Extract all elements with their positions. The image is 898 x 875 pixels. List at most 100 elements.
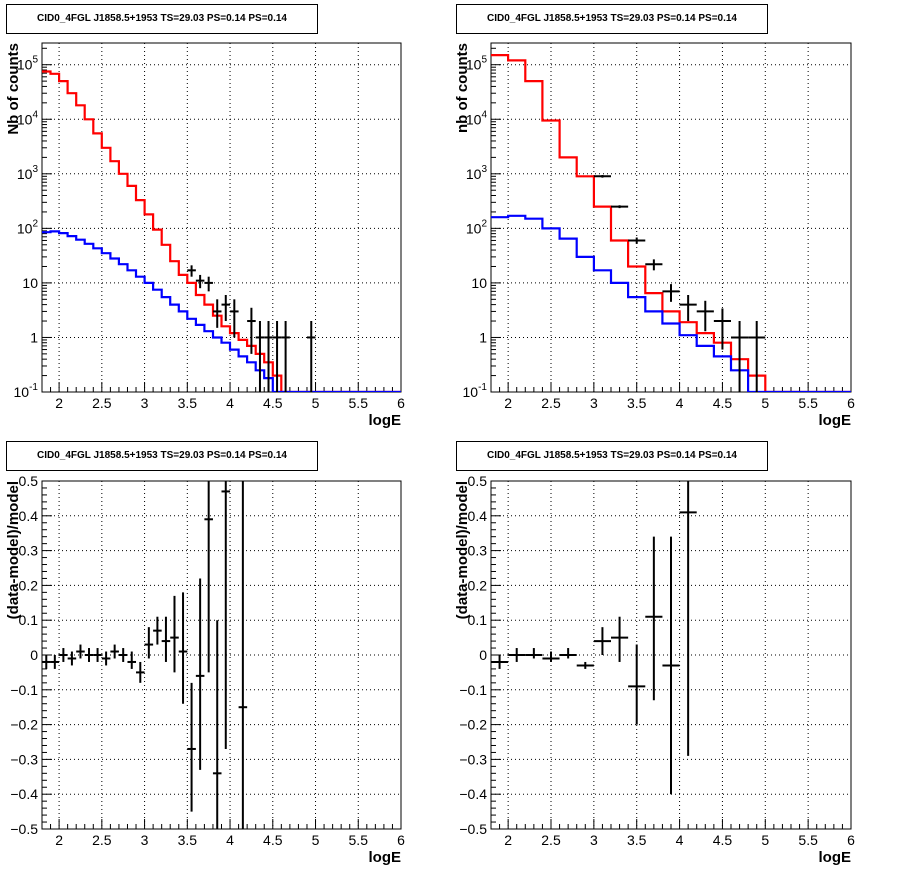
residual-point xyxy=(118,648,128,662)
data-point xyxy=(645,259,663,271)
residual-point xyxy=(508,648,526,662)
residual-point xyxy=(178,592,188,704)
data-point xyxy=(255,321,265,392)
x-tick-label: 4.5 xyxy=(713,832,733,848)
x-tick-label: 4.5 xyxy=(263,832,283,848)
x-tick-label: 2.5 xyxy=(92,832,112,848)
x-tick-label: 5 xyxy=(761,395,769,411)
residual-point xyxy=(204,481,213,673)
residual-point xyxy=(576,661,594,669)
x-tick-label: 2.5 xyxy=(92,395,112,411)
data-point xyxy=(696,300,714,332)
model-background-line xyxy=(491,214,851,392)
data-point xyxy=(731,321,749,392)
data-point xyxy=(264,321,273,392)
x-tick-label: 5 xyxy=(761,832,769,848)
x-tick-label: 3 xyxy=(141,395,149,411)
x-tick-label: 5.5 xyxy=(349,395,369,411)
residual-point xyxy=(559,648,577,659)
residual-point xyxy=(84,648,94,662)
y-tick-label: 0.1 xyxy=(468,612,488,628)
x-tick-label: 3.5 xyxy=(627,395,647,411)
model-total-line xyxy=(42,70,401,392)
x-tick-label: 3 xyxy=(141,832,149,848)
residual-point xyxy=(67,651,77,666)
panel-title-bottom-left: CID0_4FGL J1858.5+1953 TS=29.03 PS=0.14 … xyxy=(6,441,318,471)
data-point xyxy=(611,205,629,209)
y-tick-label: −0.3 xyxy=(459,751,487,767)
y-tick-label: 10 xyxy=(22,275,38,291)
residual-point xyxy=(136,661,145,683)
residual-point xyxy=(628,644,646,725)
x-tick-label: 6 xyxy=(847,832,855,848)
residual-point xyxy=(144,627,154,659)
x-tick-label: 3.5 xyxy=(178,395,198,411)
x-tick-label: 5 xyxy=(312,832,320,848)
y-tick-label: 1 xyxy=(30,329,38,345)
x-tick-label: 2 xyxy=(504,832,512,848)
model-background-line xyxy=(42,230,401,392)
y-axis-title: (data-model)/model xyxy=(5,481,22,619)
chart-panel-4: 2 2.5 3 3.5 4 4.5 5 5.5 6 −0.5 −0.4 −0.3 −0.2 −0.1 0 0.… xyxy=(454,473,855,866)
residual-point xyxy=(212,620,222,829)
data-point xyxy=(679,295,697,322)
residual-point xyxy=(645,536,663,701)
y-axis-title: Nb of counts xyxy=(5,43,22,135)
chart-panel-2: 2 2.5 3 3.5 4 4.5 5 5.5 610-1110102103104105logE… xyxy=(454,42,855,429)
residual-point xyxy=(50,655,60,669)
x-axis-title: logE xyxy=(369,412,402,429)
x-tick-label: 5.5 xyxy=(349,832,369,848)
y-tick-label: −0.4 xyxy=(459,786,487,802)
x-tick-label: 4 xyxy=(226,832,234,848)
x-tick-label: 4 xyxy=(676,395,684,411)
residual-point xyxy=(127,651,137,669)
data-point xyxy=(212,299,222,328)
y-tick-label: 0.5 xyxy=(19,473,39,489)
y-tick-label: 103 xyxy=(17,164,39,182)
data-point xyxy=(272,321,282,392)
x-tick-label: 2.5 xyxy=(541,395,561,411)
y-tick-label: −0.2 xyxy=(10,717,38,733)
residual-point xyxy=(662,536,680,795)
residual-point xyxy=(170,595,179,673)
y-axis-title: nb of counts xyxy=(454,43,471,133)
x-tick-label: 6 xyxy=(847,395,855,411)
x-axis-title: logE xyxy=(369,849,402,866)
residual-point xyxy=(59,648,68,662)
data-point xyxy=(281,321,290,392)
data-point xyxy=(247,307,256,354)
x-tick-label: 5 xyxy=(312,395,320,411)
residual-point xyxy=(679,481,697,756)
y-tick-label: −0.3 xyxy=(10,751,38,767)
y-tick-label: 0.5 xyxy=(468,473,488,489)
y-tick-label: −0.4 xyxy=(10,786,38,802)
data-point xyxy=(748,321,766,392)
y-axis-title: (data-model)/model xyxy=(454,481,471,619)
x-tick-label: 3.5 xyxy=(627,832,647,848)
residual-point xyxy=(153,616,162,645)
y-tick-label: 1 xyxy=(479,329,487,345)
plot-area xyxy=(42,481,248,829)
plot-area xyxy=(42,70,401,392)
data-point xyxy=(230,299,239,338)
panel-title-bottom-right: CID0_4FGL J1858.5+1953 TS=29.03 PS=0.14 … xyxy=(456,441,768,471)
y-tick-label: 102 xyxy=(17,218,39,236)
data-point xyxy=(221,295,231,322)
residual-point xyxy=(93,648,102,662)
y-tick-label: 0.1 xyxy=(19,612,39,628)
y-tick-label: 0.4 xyxy=(468,508,488,524)
x-axis-title: logE xyxy=(819,849,852,866)
y-tick-label: 0 xyxy=(479,647,487,663)
x-tick-label: 4 xyxy=(226,395,234,411)
data-point xyxy=(593,175,611,178)
y-tick-label: −0.1 xyxy=(459,682,487,698)
y-tick-label: 102 xyxy=(466,218,488,236)
y-tick-label: 103 xyxy=(466,164,488,182)
residual-point xyxy=(101,651,111,666)
x-tick-label: 6 xyxy=(397,395,405,411)
y-tick-label: −0.5 xyxy=(459,821,487,837)
plot-frame xyxy=(490,42,852,393)
y-tick-label: 0.3 xyxy=(19,543,39,559)
residual-point xyxy=(221,481,231,749)
x-axis-title: logE xyxy=(819,412,852,429)
